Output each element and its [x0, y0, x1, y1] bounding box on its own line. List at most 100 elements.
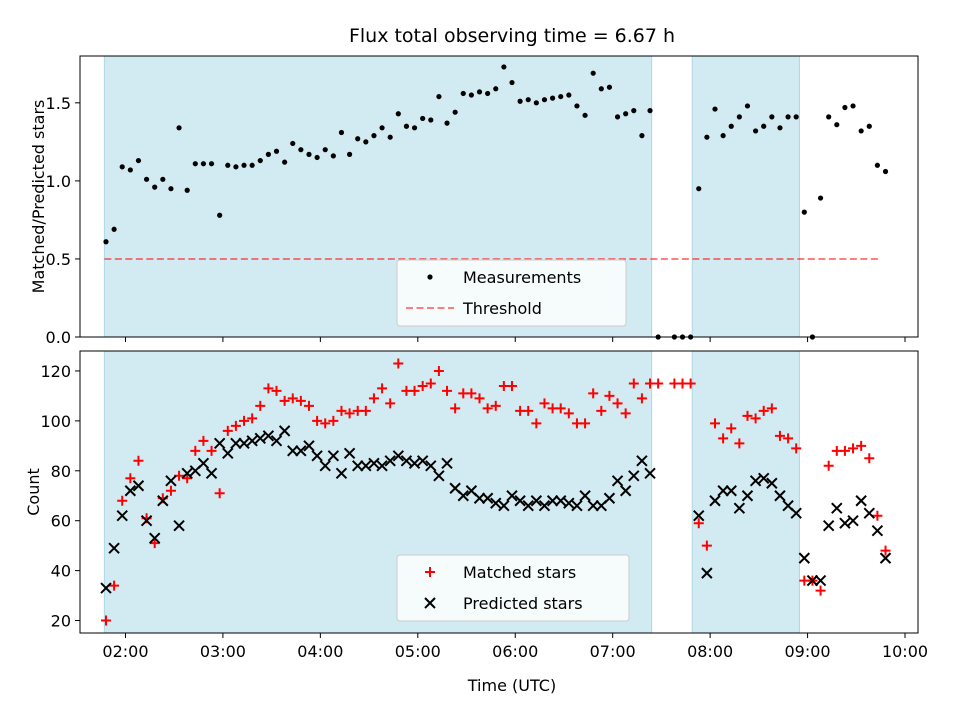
predicted-star-point [571, 500, 583, 512]
predicted-star-point [254, 432, 266, 445]
predicted-star-point [871, 524, 884, 537]
matched-star-point [823, 460, 834, 471]
predicted-star-point [741, 490, 754, 502]
measurement-point [217, 212, 223, 218]
measurement-point [476, 89, 483, 95]
predicted-star-point [376, 460, 388, 472]
matched-star-point [815, 585, 826, 596]
measurement-point [598, 86, 604, 92]
predicted-star-point [628, 470, 640, 482]
measurement-point [785, 114, 791, 120]
x-tick-label: 07:00 [590, 642, 636, 661]
predicted-star-point [360, 460, 372, 472]
measurement-point [558, 93, 564, 100]
x-tick-label: 02:00 [102, 642, 148, 661]
y-tick-label: 0.0 [46, 328, 71, 347]
matched-star-point [328, 415, 339, 426]
x-axis-label: Time (UTC) [467, 676, 556, 695]
matched-star-point [612, 398, 623, 409]
measurement-point [801, 209, 807, 215]
measurement-point [363, 139, 369, 145]
measurement-point [176, 125, 182, 131]
measurement-point [200, 161, 207, 167]
predicted-star-point [124, 485, 137, 497]
legend-box [396, 554, 630, 622]
matched-star-point [758, 405, 769, 416]
matched-star-point [604, 390, 615, 401]
matched-star-point [718, 433, 729, 444]
x-tick-label: 06:00 [492, 642, 538, 661]
measurement-point [111, 226, 117, 232]
measurement-point [192, 161, 198, 167]
predicted-star-point [725, 485, 737, 497]
predicted-star-point [563, 497, 575, 509]
matched-star-point [872, 510, 883, 521]
predicted-star-point [774, 490, 786, 502]
y-tick-label: 1.0 [46, 172, 71, 191]
measurement-point [119, 164, 125, 170]
predicted-star-point [555, 495, 567, 507]
matched-star-point [109, 580, 120, 591]
measurement-point [265, 151, 271, 157]
matched-star-point [425, 378, 436, 389]
predicted-star-point [295, 445, 307, 457]
predicted-star-point [319, 460, 331, 472]
measurement-point [298, 147, 304, 153]
measurement-point [761, 123, 767, 129]
x-tick-label: 05:00 [395, 642, 441, 661]
predicted-star-point [157, 495, 169, 507]
predicted-star-point [148, 532, 161, 544]
measurement-point [225, 162, 231, 168]
predicted-star-point [603, 492, 616, 504]
predicted-star-point [408, 457, 421, 470]
matched-star-point [222, 425, 233, 436]
predicted-star-point [222, 447, 234, 460]
matched-star-point [783, 433, 794, 444]
measurement-point [582, 112, 588, 118]
measurement-point [306, 151, 312, 157]
measurement-point [290, 140, 296, 147]
measurement-point [858, 128, 864, 134]
predicted-star-point [246, 435, 258, 447]
axes-frame [79, 350, 919, 634]
predicted-star-point [457, 490, 469, 502]
x-tick-label: 10:00 [882, 642, 928, 661]
predicted-star-point [165, 475, 177, 487]
predicted-star-point [335, 467, 348, 479]
measurement-point [712, 106, 718, 112]
measurement-point [411, 125, 418, 131]
matched-star-point [734, 438, 745, 449]
matched-star-point [523, 405, 534, 416]
predicted-star-point [709, 495, 721, 507]
y-tick-label: 1.5 [46, 94, 71, 113]
measurement-point [834, 122, 840, 128]
matched-star-point [360, 405, 371, 416]
matched-star-point [417, 380, 428, 391]
matched-star-point [474, 393, 485, 404]
matched-star-point [377, 383, 388, 394]
measurement-point [777, 125, 783, 131]
measurement-point [322, 147, 328, 153]
matched-star-point [450, 403, 461, 414]
predicted-star-point [587, 500, 599, 512]
predicted-star-point [790, 507, 802, 519]
predicted-star-point [433, 470, 445, 482]
matched-star-point [596, 405, 607, 416]
matched-star-point [165, 485, 176, 496]
measurement-point [826, 114, 832, 120]
measurement-point [468, 92, 474, 98]
bottom-panel-counts: 20 40 60 80 100 120 02:00 03:00 04:00 05:00 06:00 0… [24, 350, 928, 695]
matched-star-point [433, 365, 444, 376]
predicted-star-point [384, 455, 396, 467]
matched-star-point [750, 413, 761, 424]
measurement-point [485, 90, 491, 97]
predicted-star-point [733, 502, 746, 514]
legend: Matched stars Predicted stars [396, 554, 630, 622]
matched-star-point [701, 540, 712, 551]
matched-star-point [385, 398, 396, 409]
measurement-point [338, 129, 345, 136]
predicted-star-point [538, 500, 551, 512]
predicted-star-point [749, 475, 762, 487]
matched-star-point [791, 443, 802, 454]
